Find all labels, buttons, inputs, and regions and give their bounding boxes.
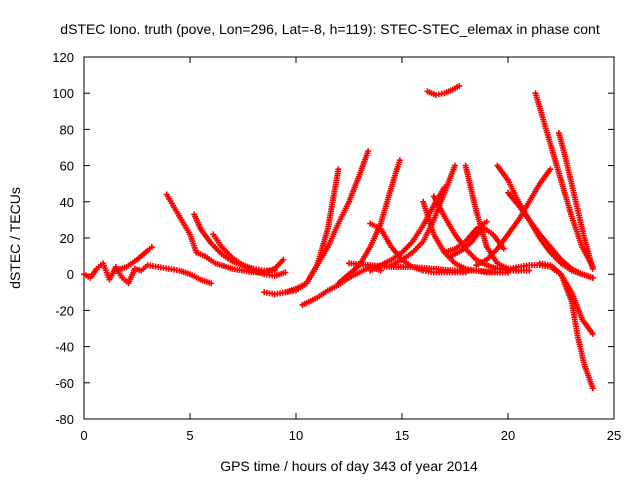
data-point-s12 <box>452 162 458 169</box>
y-tick-label: -60 <box>55 376 74 391</box>
data-point-s3 <box>271 267 278 274</box>
data-point-s16 <box>483 218 490 225</box>
x-tick-label: 15 <box>395 428 409 443</box>
y-tick-label: -80 <box>55 412 74 427</box>
data-point-s18 <box>526 267 533 274</box>
data-point-s24 <box>589 330 596 337</box>
data-marks <box>81 82 596 392</box>
data-point-s0 <box>208 280 215 287</box>
axis-ticks: 0 5 10 15 20 25 -80 -60 -40 -20 0 20 40 60 80 100 120 <box>52 50 621 443</box>
y-axis-label: dSTEC / TECUs <box>7 187 23 289</box>
y-tick-label: 80 <box>60 122 74 137</box>
x-tick-label: 10 <box>289 428 303 443</box>
y-tick-label: 120 <box>52 50 74 65</box>
x-tick-label: 20 <box>501 428 515 443</box>
data-point-s2 <box>280 256 287 263</box>
y-tick-label: 100 <box>52 86 74 101</box>
data-point-s14 <box>456 82 463 89</box>
data-point-s5 <box>335 166 342 173</box>
y-tick-label: 60 <box>60 159 74 174</box>
data-point-s17 <box>500 245 507 252</box>
x-tick-label: 5 <box>186 428 193 443</box>
y-tick-label: 0 <box>67 267 74 282</box>
y-tick-label: -40 <box>55 340 74 355</box>
chart-title: dSTEC Iono. truth (pove, Lon=296, Lat=-8… <box>60 21 600 37</box>
y-tick-label: 20 <box>60 231 74 246</box>
data-point-s23 <box>589 265 596 272</box>
y-tick-label: 40 <box>60 195 74 210</box>
plot-frame <box>83 56 615 420</box>
x-tick-label: 0 <box>80 428 87 443</box>
x-axis-label: GPS time / hours of day 343 of year 2014 <box>220 458 478 474</box>
data-point-s1 <box>148 244 155 251</box>
data-point-s6 <box>365 148 372 155</box>
y-tick-label: -20 <box>55 303 74 318</box>
data-point-s7 <box>377 267 384 274</box>
data-point-s4 <box>282 269 289 276</box>
data-point-s19 <box>547 166 554 173</box>
data-point-s21 <box>589 274 596 281</box>
data-point-s25 <box>589 385 596 392</box>
x-tick-label: 25 <box>607 428 621 443</box>
data-point-s8 <box>396 157 403 164</box>
